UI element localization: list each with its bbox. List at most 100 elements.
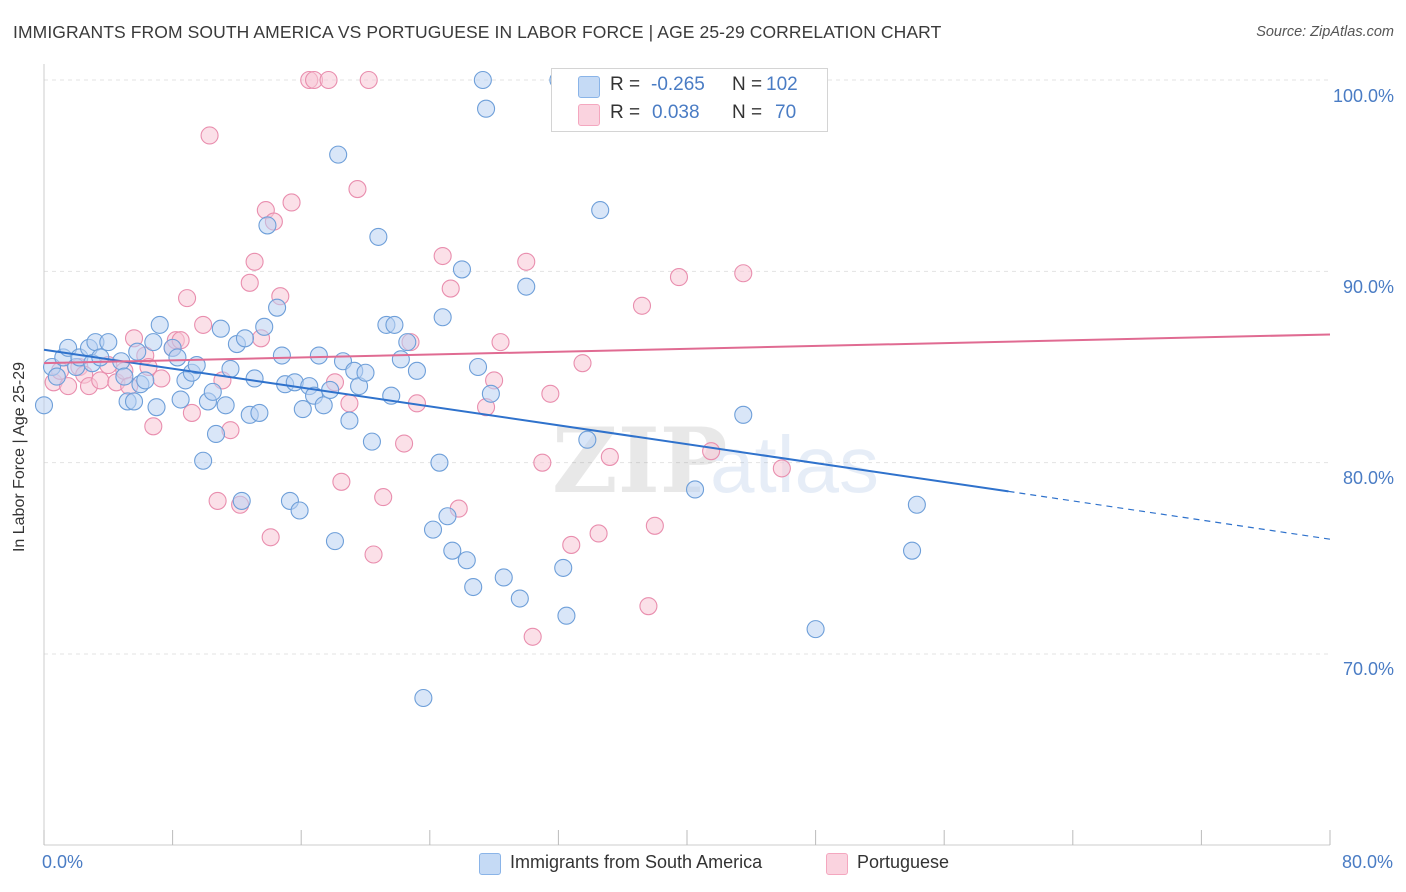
correlation-legend: R = -0.265 N = 102 R = 0.038 N = 70 <box>551 68 828 132</box>
trend-line-immigrants-extension <box>1008 490 1331 540</box>
n-label: N = <box>732 74 763 95</box>
data-point-immigrants <box>147 398 166 417</box>
data-point-immigrants <box>99 333 118 352</box>
data-point-immigrants <box>510 589 529 608</box>
data-point-portuguese <box>702 442 721 461</box>
data-point-portuguese <box>772 459 791 478</box>
data-point-immigrants <box>554 558 573 577</box>
data-point-immigrants <box>902 541 922 560</box>
data-point-portuguese <box>364 545 383 564</box>
data-point-immigrants <box>325 532 345 551</box>
data-point-immigrants <box>245 369 264 388</box>
legend-row-pink: R = 0.038 N = 70 <box>552 100 827 128</box>
legend-row-blue: R = -0.265 N = 102 <box>552 72 827 100</box>
r-value: -0.265 <box>651 74 705 95</box>
data-point-immigrants <box>494 568 513 587</box>
data-point-immigrants <box>557 606 576 625</box>
data-point-portuguese <box>359 70 378 90</box>
legend-swatch-blue <box>479 853 501 875</box>
chart-title: IMMIGRANTS FROM SOUTH AMERICA VS PORTUGU… <box>13 22 942 42</box>
data-point-immigrants <box>150 315 169 334</box>
data-point-portuguese <box>645 516 664 535</box>
data-point-portuguese <box>340 394 359 413</box>
legend-swatch-pink <box>578 104 600 126</box>
data-point-portuguese <box>395 434 414 453</box>
data-point-immigrants <box>385 315 404 334</box>
data-point-immigrants <box>314 396 333 415</box>
data-point-immigrants <box>398 333 417 352</box>
data-point-immigrants <box>128 342 147 361</box>
data-point-immigrants <box>136 371 155 390</box>
data-point-immigrants <box>407 361 426 380</box>
data-point-portuguese <box>523 627 542 646</box>
data-point-portuguese <box>374 488 393 507</box>
data-point-immigrants <box>430 453 449 472</box>
data-point-immigrants <box>591 201 610 220</box>
data-point-portuguese <box>533 453 552 472</box>
data-point-portuguese <box>517 252 536 271</box>
data-point-immigrants <box>268 298 287 317</box>
data-point-immigrants <box>115 367 134 386</box>
x-tick-label: 80.0% <box>1341 852 1393 872</box>
data-point-immigrants <box>211 319 230 338</box>
data-point-portuguese <box>144 417 163 436</box>
data-point-immigrants <box>250 403 269 422</box>
axes <box>43 64 1331 846</box>
data-point-immigrants <box>464 577 483 597</box>
data-point-portuguese <box>441 279 460 298</box>
data-point-portuguese <box>639 597 658 616</box>
data-point-immigrants <box>235 329 254 348</box>
data-point-portuguese <box>433 246 452 266</box>
data-point-immigrants <box>272 346 291 365</box>
data-point-immigrants <box>685 480 705 499</box>
n-value: 102 <box>766 74 798 95</box>
data-point-immigrants <box>734 405 753 424</box>
data-point-portuguese <box>348 180 367 199</box>
data-point-portuguese <box>562 535 581 554</box>
watermark-zip: ZIP <box>552 408 727 514</box>
legend-label: Portuguese <box>857 852 950 872</box>
trend-line-portuguese <box>43 333 1331 365</box>
data-point-immigrants <box>473 70 492 90</box>
data-point-immigrants <box>391 350 410 369</box>
data-point-portuguese <box>245 252 264 271</box>
watermark-atlas: atlas <box>710 420 879 509</box>
y-tick-label: 100.0% <box>1332 86 1394 106</box>
data-point-immigrants <box>206 424 226 444</box>
data-point-immigrants <box>433 308 452 327</box>
data-point-immigrants <box>144 333 163 352</box>
data-point-portuguese <box>600 447 619 466</box>
data-point-immigrants <box>329 145 348 164</box>
data-point-immigrants <box>452 260 472 279</box>
watermark: ZIP atlas <box>552 408 879 514</box>
data-point-immigrants <box>443 541 462 560</box>
data-point-portuguese <box>589 524 608 543</box>
data-point-portuguese <box>491 333 510 352</box>
data-point-immigrants <box>907 495 926 514</box>
x-tick-label: 0.0% <box>42 852 84 872</box>
data-point-portuguese <box>261 528 280 547</box>
data-point-immigrants <box>232 491 251 510</box>
r-label: R = <box>610 102 641 123</box>
legend-swatch-blue <box>578 76 600 98</box>
data-point-immigrants <box>340 411 359 430</box>
data-point-immigrants <box>168 348 187 367</box>
data-point-portuguese <box>319 70 338 90</box>
legend-label: Immigrants from South America <box>510 852 763 872</box>
data-point-portuguese <box>194 315 213 334</box>
r-label: R = <box>610 74 641 95</box>
n-value: 70 <box>775 102 797 123</box>
data-point-immigrants <box>517 277 536 296</box>
data-point-portuguese <box>200 126 219 145</box>
data-point-immigrants <box>47 367 66 386</box>
data-point-immigrants <box>309 346 328 365</box>
data-point-portuguese <box>573 354 592 373</box>
y-axis-label: In Labor Force | Age 25-29 <box>11 361 28 553</box>
series-portuguese <box>44 70 793 646</box>
data-point-immigrants <box>578 430 597 449</box>
data-point-immigrants <box>255 317 274 336</box>
source-credit: Source: ZipAtlas.com <box>1256 24 1394 40</box>
data-point-immigrants <box>171 390 190 409</box>
data-point-immigrants <box>438 507 457 526</box>
data-point-portuguese <box>541 384 560 403</box>
